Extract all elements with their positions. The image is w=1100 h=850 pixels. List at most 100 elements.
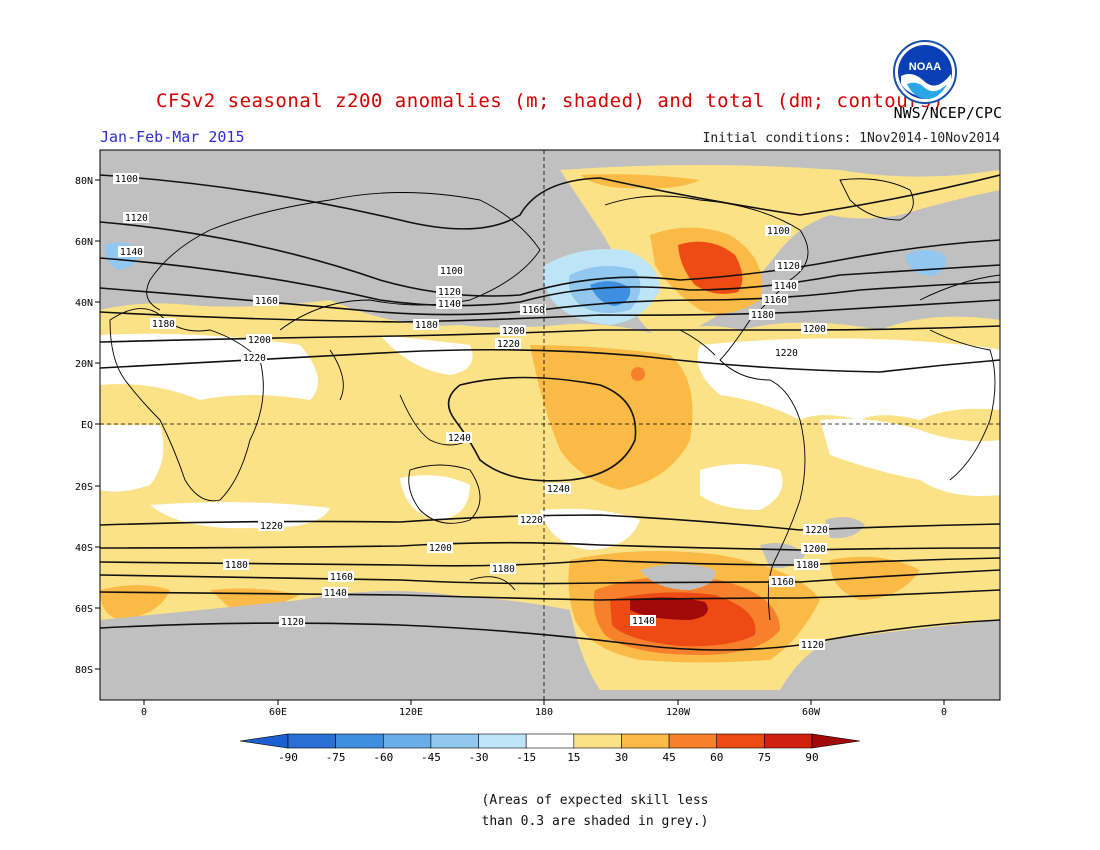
colorbar-tick-label: 60 bbox=[710, 751, 723, 764]
contour-label: 1120 bbox=[281, 617, 304, 628]
contour-1200 bbox=[100, 325, 1000, 343]
neutral-south-atlantic bbox=[820, 418, 1000, 496]
contour-1240 bbox=[447, 376, 637, 482]
colorbar-segment bbox=[478, 733, 527, 749]
contour-label: 1220 bbox=[497, 339, 520, 350]
lat-label: 60S bbox=[75, 604, 93, 615]
anomaly-arctic-orange bbox=[580, 174, 700, 189]
lon-label: 180 bbox=[535, 707, 553, 718]
contour-label: 1140 bbox=[120, 247, 143, 258]
neutral-west bbox=[100, 425, 164, 492]
lon-tick: 0 bbox=[941, 700, 947, 718]
lat-label: 20N bbox=[75, 359, 93, 370]
forecast-period: Jan-Feb-Mar 2015 bbox=[100, 128, 245, 146]
lat-label: 40S bbox=[75, 543, 93, 554]
contour-1180s bbox=[100, 557, 1000, 567]
contour-1140 bbox=[100, 257, 1000, 307]
contour-1180 bbox=[100, 299, 1000, 323]
contour-label: 1240 bbox=[448, 433, 471, 444]
colorbar-segment bbox=[716, 733, 765, 749]
neutral-south-pacific bbox=[540, 508, 640, 550]
lon-label: 120W bbox=[666, 707, 691, 718]
colorbar-segment bbox=[668, 733, 718, 749]
svg-text:NOAA: NOAA bbox=[909, 61, 941, 73]
anomaly-se-orange bbox=[830, 556, 920, 600]
neutral-east-pacific bbox=[700, 464, 783, 510]
anomaly-na-red bbox=[678, 241, 743, 294]
contour-label: 1220 bbox=[260, 521, 283, 532]
contour-1100 bbox=[100, 174, 1000, 230]
contour-label: 1180 bbox=[152, 319, 175, 330]
lon-tick: 120W bbox=[666, 700, 691, 718]
contour-label: 1200 bbox=[803, 544, 826, 555]
contour-label: 1120 bbox=[125, 213, 148, 224]
colorbar-segment bbox=[335, 733, 384, 749]
neutral-atlantic bbox=[697, 338, 1000, 420]
lat-tick: 40S bbox=[75, 543, 100, 554]
colorbar-segment bbox=[621, 733, 670, 749]
colorbar-tick-label: 45 bbox=[662, 751, 675, 764]
contour-label: 1200 bbox=[803, 324, 826, 335]
contour-label: 1200 bbox=[502, 326, 525, 337]
noaa-logo: NOAA bbox=[893, 40, 957, 104]
contour-label: 1240 bbox=[547, 484, 570, 495]
lon-label: 60E bbox=[269, 707, 287, 718]
colorbar-segment bbox=[382, 733, 432, 749]
coastlines bbox=[109, 178, 1000, 621]
contour-label: 1140 bbox=[774, 281, 797, 292]
contour-1120s bbox=[100, 619, 1000, 651]
contour-label: 1140 bbox=[632, 616, 655, 627]
contour-1140s bbox=[100, 589, 1000, 601]
contour-label: 1220 bbox=[520, 515, 543, 526]
height-contours bbox=[100, 174, 1000, 651]
map-frame bbox=[99, 149, 1001, 701]
lon-tick: 120E bbox=[399, 700, 423, 718]
lon-label: 0 bbox=[141, 707, 147, 718]
skill-note: (Areas of expected skill less than 0.3 a… bbox=[0, 790, 1100, 832]
contour-label: 1180 bbox=[796, 560, 819, 571]
contour-label: 1140 bbox=[324, 588, 347, 599]
contour-label: 1160 bbox=[330, 572, 353, 583]
colorbar: -90 -75 -60 -45 -30 -15 15 30 45 60 75 90 bbox=[239, 733, 861, 764]
lat-tick: EQ bbox=[81, 420, 100, 431]
lon-tick: 60E bbox=[269, 700, 287, 718]
contour-label: 1120 bbox=[777, 261, 800, 272]
contour-label: 1200 bbox=[248, 335, 271, 346]
contour-label: 1180 bbox=[751, 310, 774, 321]
lon-label: 0 bbox=[941, 707, 947, 718]
anomaly-na-yellow bbox=[560, 165, 1000, 340]
lat-label: EQ bbox=[81, 420, 93, 431]
contour-label: 1100 bbox=[115, 174, 138, 185]
lon-label: 60W bbox=[802, 707, 821, 718]
neutral-australia bbox=[400, 475, 470, 520]
colorbar-segment bbox=[430, 733, 479, 749]
contour-label: 1180 bbox=[415, 320, 438, 331]
lon-axis: 0 60E 120E 180 120W 60W 0 bbox=[141, 700, 947, 718]
map-field: 1100 1120 1140 1160 1180 1200 1220 1100 … bbox=[100, 150, 1000, 700]
contour-label: 1160 bbox=[764, 295, 787, 306]
colorbar-min-arrow bbox=[239, 733, 289, 749]
lat-label: 60N bbox=[75, 237, 93, 248]
contour-label: 1100 bbox=[440, 266, 463, 277]
lon-tick: 180 bbox=[535, 700, 553, 718]
contour-label: 1220 bbox=[775, 348, 798, 359]
contour-label: 1140 bbox=[438, 299, 461, 310]
colorbar-tick-label: -75 bbox=[326, 751, 346, 764]
contour-label: 1160 bbox=[771, 577, 794, 588]
lon-tick: 60W bbox=[802, 700, 821, 718]
lat-tick: 60S bbox=[75, 604, 100, 615]
skill-note-line2: than 0.3 are shaded in grey.) bbox=[481, 814, 709, 829]
contour-label: 1160 bbox=[522, 305, 545, 316]
lat-tick: 20S bbox=[75, 482, 100, 493]
chart-title: CFSv2 seasonal z200 anomalies (m; shaded… bbox=[156, 90, 944, 112]
lat-tick: 80N bbox=[75, 176, 100, 187]
lat-label: 80S bbox=[75, 665, 93, 676]
skill-note-line1: (Areas of expected skill less bbox=[481, 793, 709, 808]
colorbar-segment bbox=[287, 733, 336, 749]
contour-labels: 1100 1120 1140 1160 1180 1200 1220 1100 … bbox=[113, 173, 829, 651]
contour-label: 1220 bbox=[243, 353, 266, 364]
contour-label: 1120 bbox=[438, 287, 461, 298]
colorbar-segment bbox=[573, 733, 622, 749]
colorbar-tick-label: -30 bbox=[469, 751, 489, 764]
